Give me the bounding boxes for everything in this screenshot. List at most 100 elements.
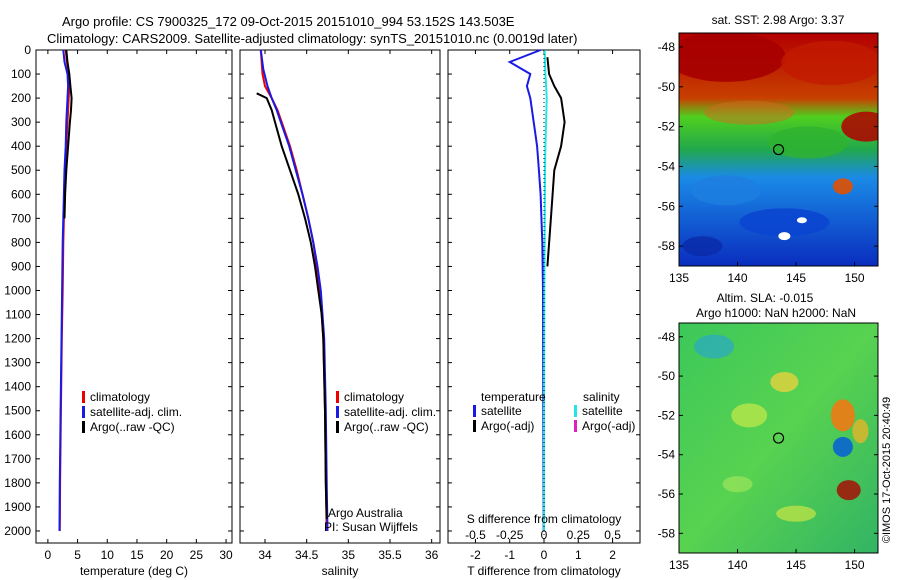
y-tick-label: 1200 (4, 332, 31, 346)
argo-position-marker (772, 432, 785, 444)
y-tick-label: 600 (11, 187, 31, 201)
y-tick-label: 300 (11, 115, 31, 129)
series-line-argorawqc (256, 92, 328, 520)
s-tick-label: -0.5 (465, 528, 486, 542)
map-x-tick-label: 140 (728, 271, 748, 285)
map-y-tick-label: -48 (658, 330, 676, 344)
legend-swatch (574, 405, 577, 417)
x-tick-label: 34.5 (295, 548, 319, 562)
map-blob (778, 232, 791, 241)
legend-title-temperature: temperature (481, 390, 546, 404)
y-tick-label: 800 (11, 235, 31, 249)
y-tick-label: 400 (11, 139, 31, 153)
x-tick-label: 10 (101, 548, 115, 562)
panel-frame-salinity (239, 49, 441, 544)
legend-swatch (574, 420, 577, 432)
series-line-argoadj (546, 57, 566, 267)
y-tick-label: 1600 (4, 428, 31, 442)
legend-label: Argo(..raw -QC) (344, 420, 429, 434)
y-tick-label: 1500 (4, 404, 31, 418)
map-blob (781, 40, 878, 85)
legend-swatch (82, 421, 85, 433)
map-field-sst_map (679, 33, 878, 257)
map-x-tick-label: 150 (845, 558, 865, 572)
argo-australia-label: Argo Australia (328, 506, 403, 520)
x-tick-label: 0 (45, 548, 52, 562)
map-blob (830, 399, 855, 432)
map-blob (767, 126, 848, 159)
map-x-tick-label: 135 (669, 271, 689, 285)
map-y-tick-label: -50 (658, 80, 676, 94)
x-tick-label: 0 (541, 548, 548, 562)
sst-map-title: sat. SST: 2.98 Argo: 3.37 (712, 13, 845, 27)
y-tick-label: 1900 (4, 500, 31, 514)
y-tick-label: 0 (24, 43, 31, 57)
x-tick-label: 30 (219, 548, 233, 562)
imos-watermark: ©IMOS 17-Oct-2015 20:40:49 (881, 397, 893, 543)
legend-swatch (82, 406, 85, 418)
legend-label: Argo(-adj) (481, 419, 534, 433)
y-tick-label: 2000 (4, 524, 31, 538)
x-tick-label: 5 (74, 548, 81, 562)
x-tick-label: 25 (190, 548, 204, 562)
map-field-sla_map (694, 334, 869, 522)
s-tick-label: 0.5 (604, 528, 621, 542)
map-y-tick-label: -58 (658, 526, 676, 540)
map-frame-sla_map (678, 322, 879, 554)
series-line-satellite (507, 49, 545, 532)
map-blob (682, 236, 723, 257)
legend-label: Argo(-adj) (582, 419, 635, 433)
map-frame-sst_map (678, 32, 879, 267)
x-axis-label: salinity (322, 564, 359, 578)
map-blob (722, 476, 753, 493)
panel-frame-temperature (35, 49, 233, 544)
series-line-satelliteadjclim (58, 49, 70, 532)
map-blob (731, 403, 768, 428)
x-tick-label: -1 (504, 548, 515, 562)
y-tick-label: 500 (11, 163, 31, 177)
legend-label: satellite-adj. clim. (344, 405, 436, 419)
map-y-tick-label: -52 (658, 120, 676, 134)
map-x-tick-label: 150 (845, 271, 865, 285)
argo-position-marker (772, 143, 785, 156)
map-blob (796, 217, 807, 224)
x-tick-label: 20 (160, 548, 174, 562)
y-tick-label: 200 (11, 91, 31, 105)
map-blob (694, 334, 735, 359)
map-y-tick-label: -54 (658, 159, 676, 173)
map-y-tick-label: -52 (658, 408, 676, 422)
map-blob (832, 178, 853, 195)
plot-title-line1: Argo profile: CS 7900325_172 09-Oct-2015… (62, 14, 515, 29)
map-blob (704, 100, 795, 125)
y-tick-label: 100 (11, 67, 31, 81)
y-tick-label: 700 (11, 211, 31, 225)
map-x-tick-label: 145 (786, 558, 806, 572)
map-y-tick-label: -48 (658, 40, 676, 54)
pi-label: PI: Susan Wijffels (324, 520, 418, 534)
y-tick-label: 1800 (4, 476, 31, 490)
map-y-tick-label: -50 (658, 369, 676, 383)
map-x-tick-label: 135 (669, 558, 689, 572)
y-tick-label: 900 (11, 259, 31, 273)
legend-swatch (473, 420, 476, 432)
map-y-tick-label: -58 (658, 239, 676, 253)
s-tick-label: -0.25 (496, 528, 524, 542)
y-tick-label: 1400 (4, 380, 31, 394)
y-tick-label: 1100 (5, 308, 31, 322)
sla-map-title-line1: Altim. SLA: -0.015 (717, 291, 814, 305)
map-x-tick-label: 140 (728, 558, 748, 572)
map-y-tick-label: -56 (658, 199, 676, 213)
x-tick-label: 36 (425, 548, 439, 562)
map-blob (852, 419, 869, 444)
map-y-tick-label: -56 (658, 487, 676, 501)
map-blob (776, 505, 817, 522)
legend-title-salinity: salinity (583, 390, 620, 404)
plot-title-line2: Climatology: CARS2009. Satellite-adjuste… (47, 31, 578, 46)
series-line-climatology (259, 49, 328, 532)
sla-map-title-line2: Argo h1000: NaN h2000: NaN (696, 306, 856, 320)
x-tick-label: -2 (470, 548, 481, 562)
x-tick-label: 34 (258, 548, 272, 562)
legend-label: climatology (344, 390, 404, 404)
s-tick-label: 0.25 (567, 528, 591, 542)
